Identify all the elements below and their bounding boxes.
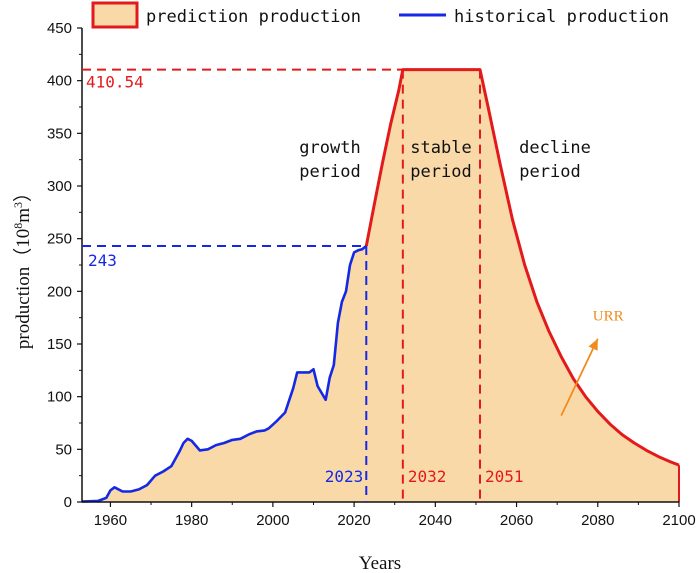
x-axis-title: Years (359, 553, 401, 573)
y-tick-label: 100 (47, 389, 72, 406)
phase-growth-line2: period (299, 162, 360, 182)
x-tick-label: 2060 (500, 512, 533, 529)
urr-arrow-head (588, 338, 598, 351)
y-tick-label: 150 (47, 336, 72, 353)
y-axis-title-base: 10 (13, 229, 34, 248)
y-tick-label: 250 (47, 231, 72, 248)
y-tick-label: 200 (47, 283, 72, 300)
urr-arrow-shaft (560, 338, 599, 417)
peak-value-label: 410.54 (86, 73, 144, 92)
y-tick-label: 50 (55, 441, 72, 458)
legend: prediction production historical product… (91, 1, 669, 29)
x-tick-label: 2080 (581, 512, 614, 529)
phase-stable-line2: period (410, 162, 471, 182)
annotations: 410.54 243 2023 2032 2051 URR (82, 68, 624, 502)
y-axis-title-exp1: 8 (11, 223, 25, 229)
production-area-fill (82, 69, 679, 502)
x-tick-label: 2000 (256, 512, 289, 529)
legend-label-prediction: prediction production (146, 7, 361, 27)
year-2023-label: 2023 (325, 467, 364, 486)
phase-labels: growth period stable period decline peri… (299, 138, 591, 182)
y-tick-label: 400 (47, 73, 72, 90)
y-tick-label: 450 (47, 20, 72, 37)
x-tick-label: 2040 (419, 512, 452, 529)
series-layer (81, 68, 680, 503)
axes: 0 50 100 150 200 250 300 350 400 450 1960 1980 2000 2… (47, 20, 696, 529)
phase-growth-line1: growth (299, 138, 360, 158)
historical-production-line (81, 244, 368, 503)
y-tick-label: 0 (64, 494, 72, 511)
year-2051-label: 2051 (485, 467, 524, 486)
y-axis-title-prefix: production（ (12, 248, 34, 349)
y-axis-title-exp2: 3 (11, 202, 25, 208)
year-2032-label: 2032 (408, 467, 447, 486)
legend-swatch-prediction (91, 1, 139, 29)
y-axis-title-unit: m (13, 208, 34, 223)
current-value-label: 243 (88, 251, 117, 270)
x-tick-label: 2100 (662, 512, 695, 529)
y-tick-label: 350 (47, 125, 72, 142)
x-tick-label: 2020 (337, 512, 370, 529)
x-tick-label: 1980 (175, 512, 208, 529)
phase-stable-line1: stable (410, 138, 471, 158)
y-axis-title-suffix: ） (12, 183, 34, 202)
x-tick-label: 1960 (94, 512, 127, 529)
phase-decline-line1: decline (519, 138, 591, 158)
y-axis-title: production（108m3） (11, 183, 34, 349)
urr-label: URR (593, 309, 624, 325)
y-tick-label: 300 (47, 178, 72, 195)
prediction-production-line (364, 68, 680, 467)
phase-decline-line2: period (519, 162, 580, 182)
legend-label-historical: historical production (454, 7, 669, 27)
